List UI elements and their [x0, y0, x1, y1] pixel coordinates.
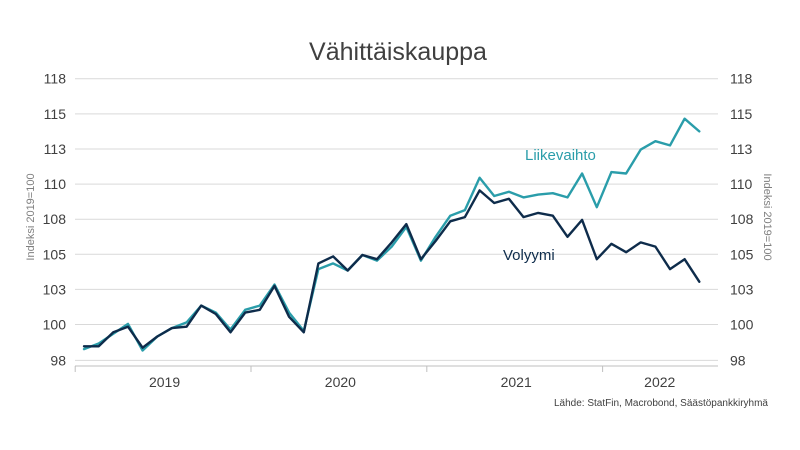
left-y-axis: 98 100 103 105 108 110 113 115 118 [43, 71, 67, 369]
y-tick-label-left: 103 [43, 281, 67, 297]
x-axis: 2019 2020 2021 2022 [74, 365, 718, 390]
y-tick-label-left: 108 [43, 211, 67, 227]
y-tick-label-left: 100 [43, 317, 67, 333]
y-tick-label-right: 118 [730, 71, 753, 87]
right-y-axis: 98 100 103 105 108 110 113 115 118 [730, 71, 754, 369]
source-note: Lähde: StatFin, Macrobond, Säästöpankkir… [554, 398, 768, 409]
chart-title: Vähittäiskauppa [309, 38, 487, 66]
y-tick-label-right: 103 [730, 281, 754, 297]
y-tick-label-right: 105 [730, 246, 754, 262]
x-tick-label: 2021 [501, 374, 532, 390]
series-label-volyymi: Volyymi [503, 247, 555, 264]
left-axis-title: Indeksi 2019=100 [25, 173, 37, 260]
y-tick-label-right: 115 [730, 106, 753, 122]
series-label-liikevaihto: Liikevaihto [525, 147, 596, 164]
series-line-volyymi [82, 189, 701, 349]
series-lines [82, 117, 701, 352]
y-tick-label-right: 100 [730, 317, 754, 333]
y-tick-label-left: 105 [43, 246, 67, 262]
y-tick-label-right: 108 [730, 211, 754, 227]
gridlines [75, 78, 718, 361]
y-tick-label-left: 118 [44, 71, 67, 87]
y-tick-label-left: 113 [44, 141, 67, 157]
x-tick-label: 2022 [644, 374, 675, 390]
x-tick-label: 2019 [149, 374, 180, 390]
right-axis-title: Indeksi 2019=100 [761, 173, 773, 260]
y-tick-label-left: 110 [44, 176, 67, 192]
series-line-liikevaihto [82, 117, 701, 352]
y-tick-label-left: 98 [50, 352, 66, 368]
y-tick-label-right: 113 [730, 141, 753, 157]
y-tick-label-left: 115 [44, 106, 67, 122]
y-tick-label-right: 98 [730, 352, 746, 368]
x-tick-label: 2020 [325, 374, 356, 390]
y-tick-label-right: 110 [730, 176, 753, 192]
